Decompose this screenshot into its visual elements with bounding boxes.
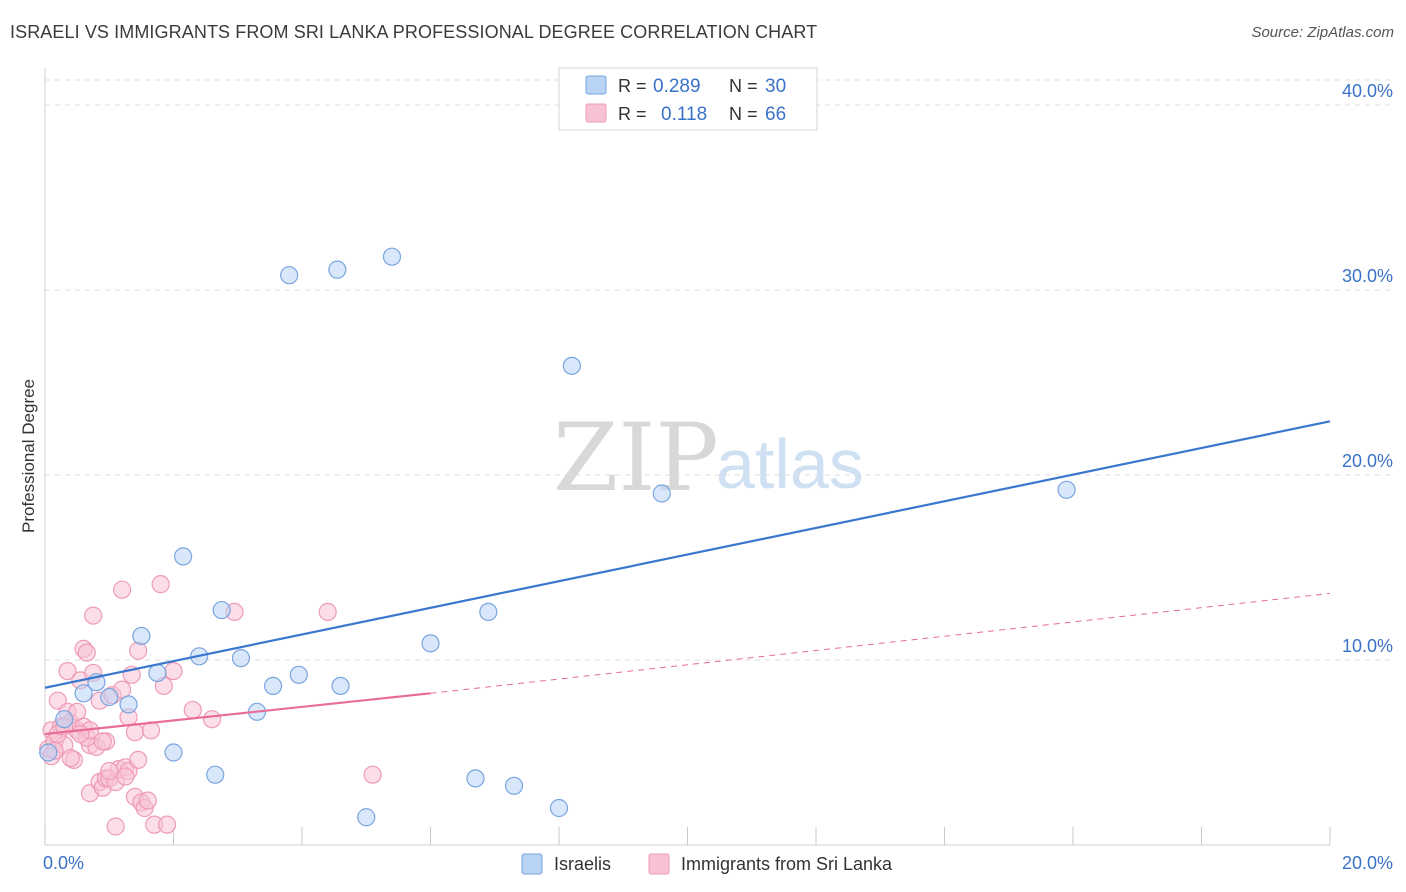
y-tick-label: 20.0% — [1342, 451, 1393, 471]
israeli-point — [132, 626, 151, 646]
israeli-point — [479, 602, 498, 622]
legend-r-value-israelis: 0.289 — [653, 76, 701, 97]
legend-n-value-sri-lanka: 66 — [765, 104, 786, 125]
israeli-points — [39, 247, 1076, 827]
sri-lanka-point — [116, 767, 135, 786]
watermark-atlas: atlas — [716, 425, 864, 503]
sri-lanka-point — [129, 641, 148, 660]
sri-lanka-point — [183, 700, 202, 720]
legend-swatch-israelis — [585, 75, 607, 95]
sri-lanka-point — [151, 575, 170, 594]
legend-n-label-israelis: N = — [729, 76, 758, 96]
sri-lanka-trend-extension — [430, 592, 1331, 694]
israeli-point — [466, 769, 485, 788]
israeli-point — [549, 798, 569, 818]
israeli-point — [55, 710, 74, 729]
israeli-point — [231, 649, 251, 668]
israeli-point — [263, 676, 283, 696]
y-axis-label: Professional Degree — [19, 379, 38, 533]
legend-n-label-sri-lanka: N = — [729, 104, 758, 124]
watermark-zip: ZIP — [553, 404, 719, 513]
sri-lanka-point — [157, 815, 177, 834]
grid-lines — [45, 79, 1390, 661]
x-tick-label-max: 20.0% — [1342, 853, 1393, 873]
israeli-point — [289, 665, 308, 684]
source-label: Source: ZipAtlas.com — [1251, 24, 1394, 41]
sri-lanka-point — [84, 606, 103, 625]
israeli-point — [119, 695, 138, 714]
israeli-point — [39, 743, 58, 762]
bottom-legend-label-israelis: Israelis — [554, 854, 611, 874]
sri-lanka-point — [318, 602, 337, 622]
legend-r-label-israelis: R = — [618, 76, 647, 96]
series-legend: Israelis Immigrants from Sri Lanka — [521, 853, 893, 875]
chart-title: ISRAELI VS IMMIGRANTS FROM SRI LANKA PRO… — [10, 22, 818, 42]
sri-lanka-point — [202, 710, 222, 729]
sri-lanka-point — [93, 732, 112, 751]
sri-lanka-point — [129, 750, 148, 770]
sri-lanka-point — [61, 748, 80, 768]
sri-lanka-point — [71, 724, 90, 744]
israeli-point — [421, 634, 440, 653]
israeli-point — [280, 266, 299, 285]
israeli-point — [206, 765, 225, 784]
sri-lanka-point — [100, 761, 119, 781]
bottom-legend-label-sri-lanka: Immigrants from Sri Lanka — [681, 854, 893, 874]
y-tick-label: 10.0% — [1342, 636, 1393, 656]
sri-lanka-point — [106, 817, 125, 836]
sri-lanka-point — [164, 661, 183, 681]
y-tick-label: 30.0% — [1342, 266, 1393, 286]
x-tick-label-min: 0.0% — [43, 853, 84, 873]
y-tick-labels: 10.0% 20.0% 30.0% 40.0% — [1342, 81, 1393, 656]
x-ticks — [44, 827, 1331, 845]
sri-lanka-point — [77, 643, 96, 662]
sri-lanka-trend-line — [44, 692, 431, 736]
sri-lanka-point — [112, 580, 132, 599]
y-tick-label: 40.0% — [1342, 81, 1393, 101]
israeli-trend-line — [44, 420, 1331, 689]
israeli-point — [1057, 480, 1076, 499]
legend-r-label-sri-lanka: R = — [618, 104, 647, 124]
sri-lanka-point — [58, 661, 77, 681]
israeli-point — [331, 676, 350, 696]
legend-n-value-israelis: 30 — [765, 76, 786, 97]
sri-lanka-points — [39, 575, 382, 836]
israeli-point — [174, 547, 193, 566]
trend-lines — [44, 420, 1331, 736]
sri-lanka-point — [363, 765, 382, 784]
israeli-point — [652, 484, 671, 503]
correlation-legend: R = 0.289 N = 30 R = 0.118 N = 66 — [558, 67, 818, 131]
israeli-point — [357, 808, 376, 827]
israeli-point — [100, 687, 119, 707]
israeli-point — [562, 356, 581, 375]
israeli-point — [148, 663, 167, 683]
sri-lanka-point — [138, 791, 157, 810]
legend-r-value-sri-lanka: 0.118 — [661, 104, 707, 125]
israeli-point — [382, 247, 402, 266]
legend-swatch-sri-lanka — [585, 103, 607, 123]
israeli-point — [164, 743, 183, 762]
bottom-legend-swatch-sri-lanka — [648, 853, 670, 875]
bottom-legend-swatch-israelis — [521, 853, 543, 875]
israeli-point — [212, 600, 231, 620]
israeli-point — [504, 776, 524, 795]
israeli-point — [328, 260, 347, 279]
israeli-point — [74, 684, 93, 703]
